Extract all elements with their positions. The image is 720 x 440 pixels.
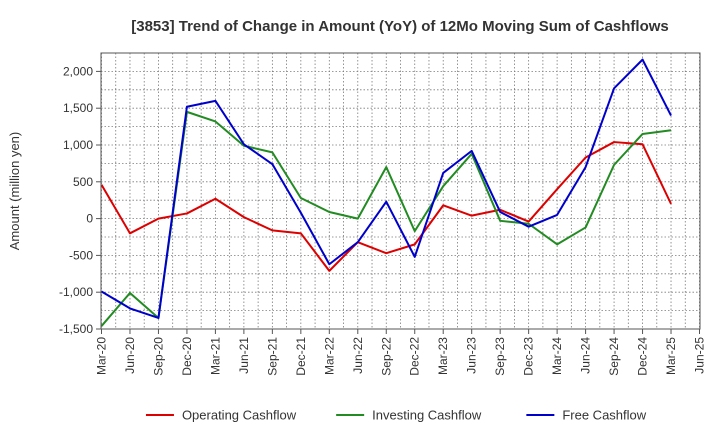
x-tick-label: Dec-24 bbox=[636, 337, 650, 376]
y-axis-title: Amount (million yen) bbox=[7, 132, 22, 251]
series-layer bbox=[100, 58, 672, 327]
x-tick-label: Jun-22 bbox=[351, 337, 365, 374]
x-tick-label: Sep-23 bbox=[493, 337, 507, 376]
series-line-free-cashflow bbox=[100, 58, 672, 319]
x-tick-label: Dec-22 bbox=[408, 337, 422, 376]
x-tick-label: Dec-23 bbox=[522, 337, 536, 376]
x-tick-label: Mar-25 bbox=[664, 337, 678, 375]
y-tick-label: -500 bbox=[69, 248, 93, 262]
legend-label-free-cashflow: Free Cashflow bbox=[562, 408, 646, 423]
y-tick-label: -1,000 bbox=[59, 285, 93, 299]
x-tick-label: Mar-23 bbox=[436, 337, 450, 375]
y-tick-label: 500 bbox=[73, 175, 93, 189]
x-tick-label: Dec-20 bbox=[180, 337, 194, 376]
grid-lines bbox=[101, 52, 700, 330]
series-line-investing-cashflow bbox=[100, 110, 672, 327]
chart-title: [3853] Trend of Change in Amount (YoY) o… bbox=[131, 18, 669, 35]
x-tick-label: Sep-24 bbox=[607, 337, 621, 376]
x-tick-label: Jun-25 bbox=[693, 337, 707, 374]
x-tick-label: Jun-23 bbox=[465, 337, 479, 374]
y-tick-label: -1,500 bbox=[59, 322, 93, 336]
y-tick-label: 2,000 bbox=[63, 64, 93, 78]
x-tick-label: Mar-21 bbox=[208, 337, 222, 375]
legend-label-investing-cashflow: Investing Cashflow bbox=[372, 408, 482, 423]
y-tick-label: 0 bbox=[86, 212, 93, 226]
x-tick-label: Jun-24 bbox=[579, 337, 593, 374]
x-tick-label: Mar-22 bbox=[322, 337, 336, 375]
x-tick-label: Dec-21 bbox=[294, 337, 308, 376]
plot-frame bbox=[100, 52, 701, 330]
legend-label-operating-cashflow: Operating Cashflow bbox=[182, 408, 297, 423]
y-tick-label: 1,000 bbox=[63, 138, 93, 152]
legend: Operating Cashflow Investing Cashflow Free… bbox=[145, 408, 647, 423]
x-axis-ticks: Mar-20 Jun-20 Sep-20 Dec-20 Mar-21 Jun-21 Sep-… bbox=[95, 329, 707, 376]
x-tick-label: Jun-21 bbox=[237, 337, 251, 374]
x-tick-label: Sep-20 bbox=[151, 337, 165, 376]
x-tick-label: Sep-22 bbox=[379, 337, 393, 376]
y-tick-label: 1,500 bbox=[63, 101, 93, 115]
y-axis-ticks: -1,500 -1,000 -500 0 500 1,000 1,500 2,000 bbox=[59, 64, 101, 336]
x-tick-label: Mar-24 bbox=[550, 337, 564, 375]
x-tick-label: Mar-20 bbox=[95, 337, 109, 375]
x-tick-label: Jun-20 bbox=[123, 337, 137, 374]
series-line-operating-cashflow bbox=[100, 141, 672, 272]
x-tick-label: Sep-21 bbox=[265, 337, 279, 376]
